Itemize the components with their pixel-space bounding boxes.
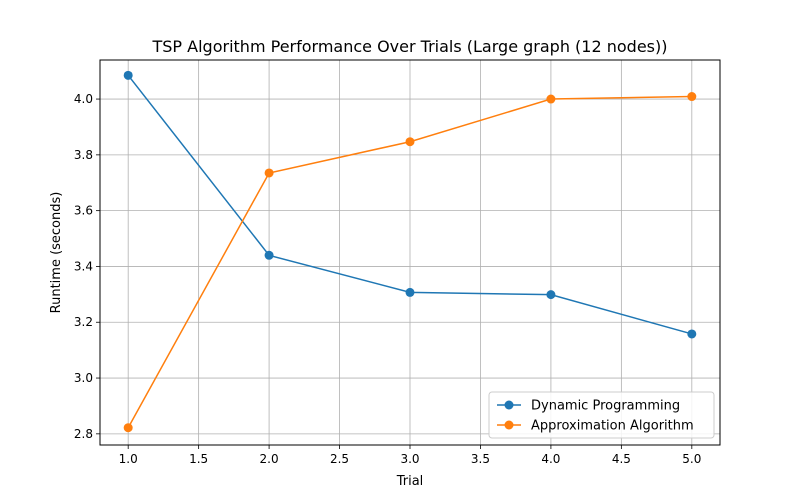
data-point xyxy=(546,94,556,104)
data-point xyxy=(546,290,556,300)
x-tick-label: 4.5 xyxy=(612,452,631,466)
x-tick-label: 1.0 xyxy=(119,452,138,466)
data-point xyxy=(264,168,274,178)
x-tick-label: 5.0 xyxy=(682,452,701,466)
legend-label: Approximation Algorithm xyxy=(531,419,694,434)
data-point xyxy=(123,423,133,433)
x-tick-label: 1.5 xyxy=(189,452,208,466)
data-point xyxy=(687,92,697,102)
data-point xyxy=(405,287,415,297)
legend: Dynamic Programming Approximation Algorit… xyxy=(488,391,715,439)
y-axis-label: Runtime (seconds) xyxy=(49,192,64,314)
series-layer xyxy=(123,70,697,433)
x-tick-label: 3.5 xyxy=(471,452,490,466)
ticks: 1.0 1.5 2.0 2.5 3.0 3.5 4.0 4.5 5.0 2.8 3.0 3.2 3.4 3… xyxy=(74,92,701,466)
y-tick-label: 3.2 xyxy=(74,315,93,329)
legend-box xyxy=(488,391,715,439)
chart-title: TSP Algorithm Performance Over Trials (L… xyxy=(152,37,668,56)
x-axis-label: Trial xyxy=(396,474,424,489)
data-point xyxy=(405,137,415,147)
x-tick-label: 2.5 xyxy=(330,452,349,466)
data-point xyxy=(687,329,697,339)
y-tick-label: 3.6 xyxy=(74,204,93,218)
y-tick-label: 4.0 xyxy=(74,92,93,106)
legend-label: Dynamic Programming xyxy=(531,399,680,414)
y-tick-label: 3.0 xyxy=(74,371,93,385)
series-0 xyxy=(123,70,697,339)
y-tick-label: 3.8 xyxy=(74,148,93,162)
x-tick-label: 4.0 xyxy=(541,452,560,466)
y-tick-label: 2.8 xyxy=(74,427,93,441)
data-point xyxy=(123,70,133,80)
legend-swatch-marker xyxy=(504,420,514,430)
series-1 xyxy=(123,92,697,433)
x-tick-label: 3.0 xyxy=(400,452,419,466)
legend-swatch-marker xyxy=(504,400,514,410)
y-tick-label: 3.4 xyxy=(74,259,93,273)
data-point xyxy=(264,250,274,260)
x-tick-label: 2.0 xyxy=(260,452,279,466)
